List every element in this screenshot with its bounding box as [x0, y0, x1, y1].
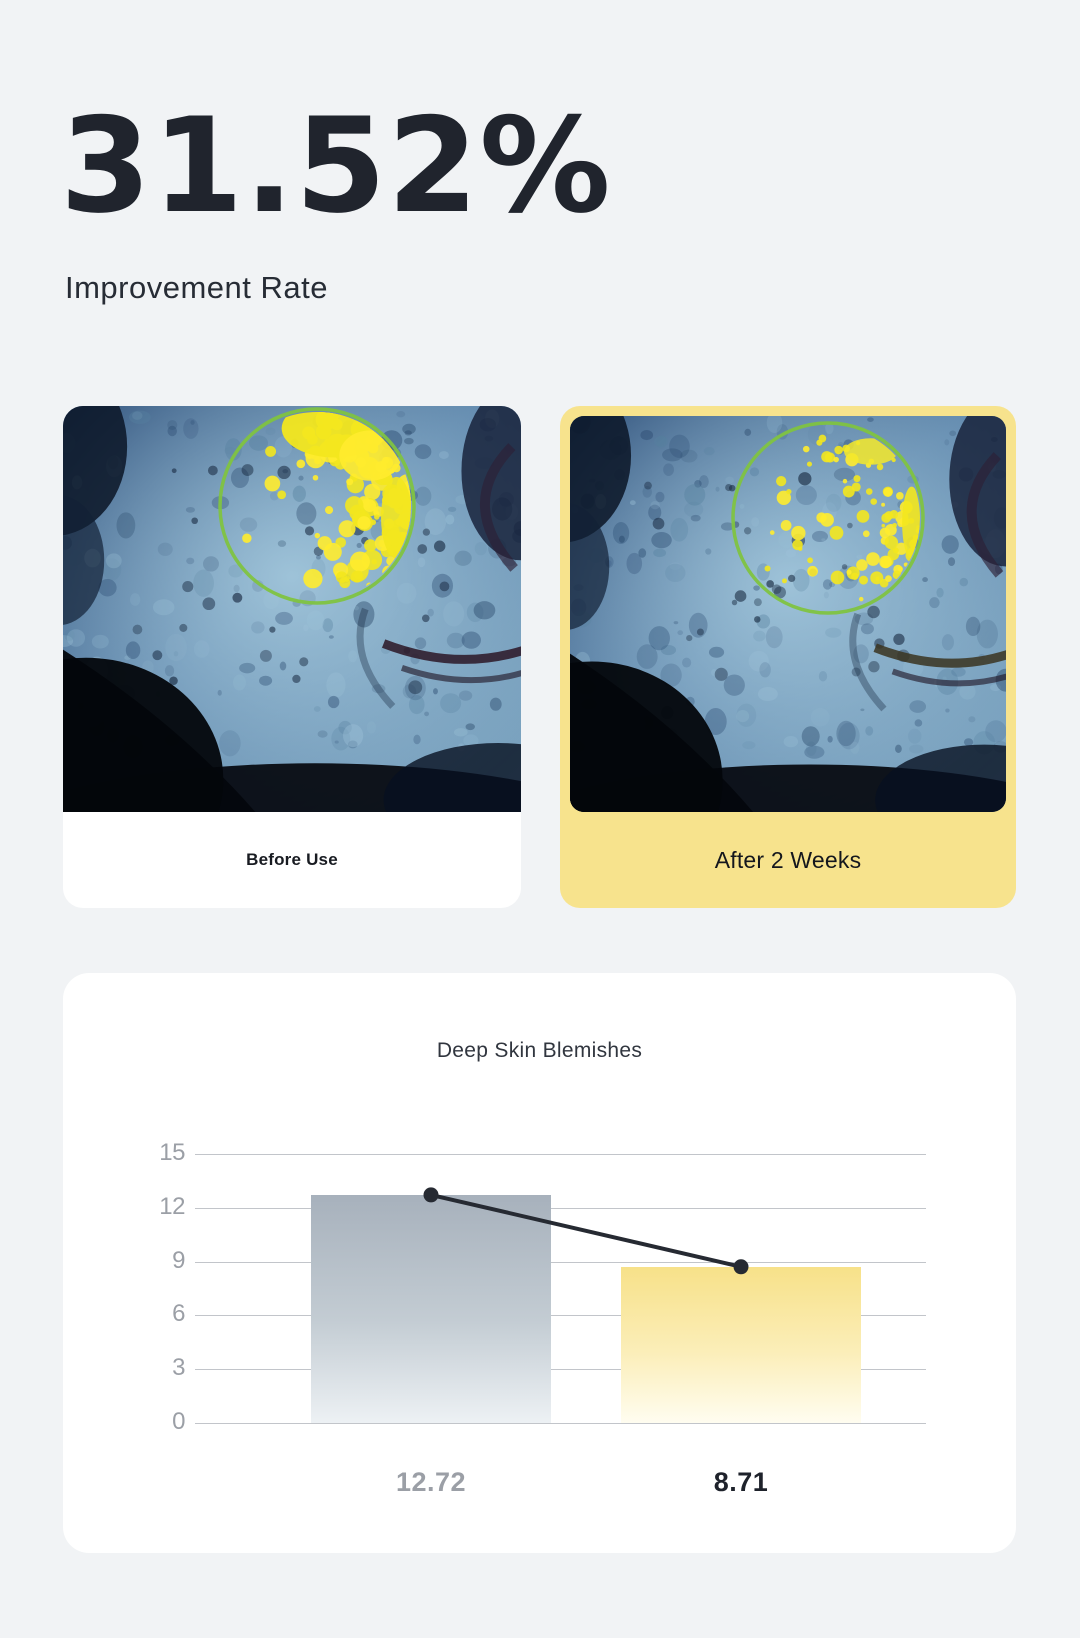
after-caption-area: After 2 Weeks	[560, 812, 1016, 908]
grid-line	[195, 1207, 926, 1209]
trend-dot	[423, 1187, 439, 1203]
bar-before	[311, 1194, 551, 1423]
after-label: After 2 Weeks	[714, 846, 862, 873]
after-face-image	[570, 416, 1006, 812]
grid-line	[195, 1154, 926, 1155]
improvement-value: 31.52%	[60, 89, 612, 242]
grid-line	[195, 1369, 926, 1371]
before-label: Before Use	[246, 850, 338, 869]
y-tick-label: 15	[159, 1139, 185, 1166]
bar-value-label: 12.72	[395, 1467, 467, 1497]
grid-line	[195, 1423, 926, 1424]
y-tick-label: 9	[172, 1246, 185, 1274]
bar-value-label: 8.71	[713, 1467, 769, 1497]
grid-line	[195, 1261, 926, 1263]
before-uv-photo	[63, 406, 521, 812]
bar-chart: 15 12 9 6 3 0 12.72 8.71	[63, 973, 1016, 1553]
y-tick-label: 3	[172, 1354, 185, 1382]
bar-after	[621, 1266, 861, 1423]
chart-card: Deep Skin Blemishes 15 12 9 6 3 0 12.72 8.71	[63, 973, 1016, 1553]
improvement-label: Improvement Rate	[65, 270, 328, 305]
before-card[interactable]: Before Use	[63, 406, 521, 908]
y-tick-label: 12	[159, 1192, 185, 1220]
trend-dot	[733, 1259, 749, 1275]
y-tick-label: 0	[172, 1408, 185, 1435]
trend-line-overlay	[423, 1187, 749, 1275]
y-tick-label: 6	[172, 1300, 185, 1328]
chart-title: Deep Skin Blemishes	[436, 1039, 643, 1062]
after-uv-photo	[570, 416, 1006, 812]
after-card[interactable]: After 2 Weeks	[560, 406, 1016, 908]
grid-line	[195, 1315, 926, 1317]
before-caption-area: Before Use	[63, 812, 521, 908]
trend-line	[430, 1192, 742, 1269]
before-face-image	[63, 406, 521, 812]
